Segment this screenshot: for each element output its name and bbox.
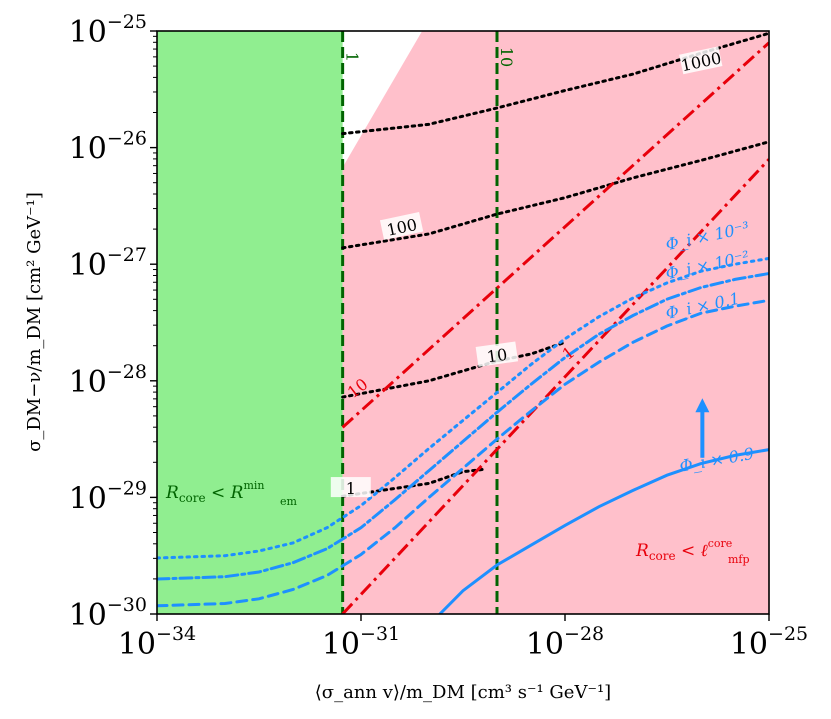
x-tick-base: 10 [730,627,768,662]
red-line [341,158,769,614]
black-contour-label: 1 [346,479,356,498]
blue-curve-dashdot [157,272,769,581]
green-label-rel: < R [206,483,244,503]
y-tick-exponent: −29 [107,477,147,499]
plot-frame [156,30,770,615]
series [157,31,769,614]
x-tick-label: 10−28 [526,623,604,662]
y-tick-label: 10−28 [69,361,147,400]
y-tick-label: 10−27 [69,244,147,283]
green-label-sub2: em [280,495,298,508]
x-tick-label: 10−31 [322,623,400,662]
y-tick-base: 10 [69,481,107,516]
black-contour-line [341,31,769,136]
green-label-sup: min [243,479,264,492]
y-tick-base: 10 [69,365,107,400]
y-tick-exponent: −25 [107,11,147,33]
pink-label-sub2: mfp [728,553,750,566]
y-tick-exponent: −26 [107,128,147,150]
green-label-sub1: core [179,491,206,505]
y-tick-base: 10 [69,598,107,633]
black-contour-line [341,140,769,250]
y-tick-label: 10−30 [69,594,147,633]
black-contour-label-bg [475,341,519,367]
green-label-main: R [165,483,179,503]
pink-label-sub1: core [649,549,676,563]
pink-region [342,31,769,614]
green-region-label: Rcore < Rmin em [165,479,298,508]
x-axis-label: ⟨σ_ann v⟩/m_DM [cm³ s⁻¹ GeV⁻¹] [315,682,611,703]
black-contour-label-bg [379,211,424,240]
y-tick-label: 10−26 [69,128,147,167]
x-tick-base: 10 [118,627,156,662]
black-contour-label-bg [330,477,371,498]
blue-curve-dotted [157,256,769,560]
x-tick-base: 10 [526,627,564,662]
pink-label-rel: < ℓ [676,541,708,561]
y-tick-base: 10 [69,248,107,283]
arrow-head [695,398,710,413]
blue-curve-solid [438,448,769,614]
x-tick-base: 10 [322,627,360,662]
regions [157,31,769,614]
vertical-line-label: 1 [343,52,362,62]
y-tick-exponent: −30 [107,594,147,616]
black-contour-label-bg [679,46,723,75]
pink-label-main: R [635,541,649,561]
y-tick-base: 10 [69,15,107,50]
x-tick-label: 10−34 [118,623,196,662]
y-tick-exponent: −28 [107,361,147,383]
ticks: 10−34 10−31 10−28 10−2510−3010−2910−2810−27… [69,11,808,662]
x-tick-exponent: −28 [564,623,604,645]
green-region [157,31,343,614]
y-tick-exponent: −27 [107,244,147,266]
x-tick-label: 10−25 [730,623,808,662]
x-tick-exponent: −31 [360,623,400,645]
black-contour-label: 10 [486,345,509,367]
x-tick-exponent: −34 [156,623,196,645]
black-contour-line [341,340,567,399]
y-tick-label: 10−29 [69,477,147,516]
pink-region-label: Rcore < ℓcore mfp [635,537,750,566]
red-line [341,41,769,429]
vertical-line-label: 10 [497,47,516,67]
black-contour-line [341,467,485,498]
y-axis-label: σ_DM−ν/m_DM [cm² GeV⁻¹] [24,192,45,452]
blue-curve-dashed [157,298,769,608]
pink-label-sup: core [708,537,733,550]
y-tick-base: 10 [69,132,107,167]
x-tick-exponent: −25 [768,623,808,645]
y-tick-label: 10−25 [69,11,147,50]
